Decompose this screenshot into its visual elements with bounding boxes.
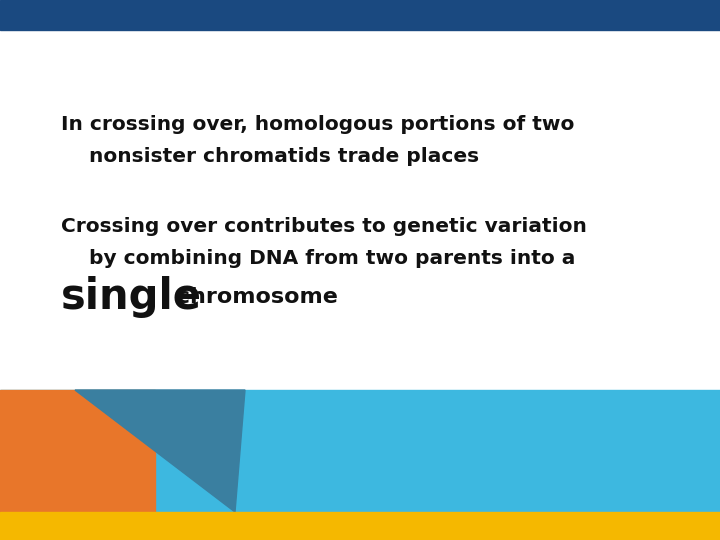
Text: © 2011 Pearson Education, Inc.: © 2011 Pearson Education, Inc. — [10, 521, 166, 531]
Text: Crossing over contributes to genetic variation: Crossing over contributes to genetic var… — [61, 218, 587, 237]
Text: nonsister chromatids trade places: nonsister chromatids trade places — [61, 147, 480, 166]
Text: by combining DNA from two parents into a: by combining DNA from two parents into a — [61, 249, 575, 268]
Polygon shape — [0, 390, 155, 512]
Text: single: single — [61, 276, 202, 318]
Bar — [0, 512, 720, 540]
Text: In crossing over, homologous portions of two: In crossing over, homologous portions of… — [61, 116, 575, 134]
Bar — [0, 390, 720, 512]
Polygon shape — [75, 390, 245, 512]
Text: chromosome: chromosome — [169, 287, 338, 307]
Bar — [0, 0, 720, 30]
